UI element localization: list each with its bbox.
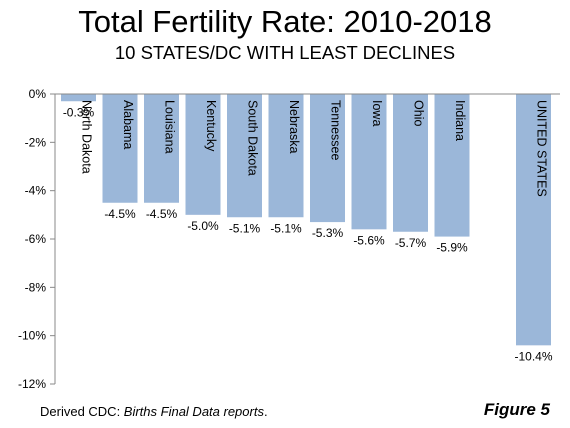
category-label: Louisiana (163, 100, 177, 154)
y-tick-label: -6% (25, 232, 47, 246)
figure-label: Figure 5 (483, 400, 550, 419)
data-label: -5.0% (187, 219, 219, 233)
category-label: Tennessee (329, 100, 343, 161)
data-label: -5.7% (395, 236, 427, 250)
bar (434, 94, 470, 237)
bar (102, 94, 138, 203)
bar (268, 94, 304, 218)
bar (185, 94, 221, 215)
data-label: -5.1% (270, 221, 302, 235)
chart-subtitle: 10 STATES/DC WITH LEAST DECLINES (114, 42, 456, 63)
category-label: UNITED STATES (535, 100, 549, 197)
data-label: -4.5% (146, 207, 178, 221)
y-tick-label: -4% (25, 184, 47, 198)
data-label: -5.3% (312, 226, 344, 240)
category-label: South Dakota (246, 100, 260, 176)
bar (144, 94, 179, 203)
category-label: Alabama (121, 100, 135, 149)
bar (227, 94, 262, 218)
chart-title: Total Fertility Rate: 2010-2018 (78, 4, 492, 39)
y-tick-label: -10% (18, 329, 46, 343)
bar (61, 94, 96, 102)
category-label: Indiana (453, 100, 467, 141)
category-label: Ohio (412, 100, 426, 126)
source-note: Derived CDC: Births Final Data reports. (40, 404, 268, 420)
category-label: Nebraska (287, 100, 301, 154)
source-title: Births Final Data reports (123, 404, 264, 419)
y-tick-label: 0% (29, 87, 47, 101)
data-label: -5.6% (353, 233, 385, 247)
bar (516, 94, 551, 346)
category-label: North Dakota (80, 100, 94, 174)
y-tick-label: -8% (25, 280, 47, 294)
source-prefix: Derived CDC: (40, 404, 124, 419)
source-suffix: . (263, 404, 268, 419)
bar (310, 94, 345, 223)
y-tick-label: -2% (25, 135, 47, 149)
bar (351, 94, 387, 230)
category-label: Iowa (370, 100, 384, 126)
category-label: Kentucky (204, 100, 218, 152)
data-label: -5.9% (436, 241, 468, 255)
data-label: -0.3% (63, 105, 95, 119)
data-label: -5.1% (229, 221, 261, 235)
data-label: -10.4% (514, 349, 552, 363)
y-tick-label: -12% (18, 377, 46, 391)
bar (393, 94, 428, 232)
data-label: -4.5% (104, 207, 136, 221)
